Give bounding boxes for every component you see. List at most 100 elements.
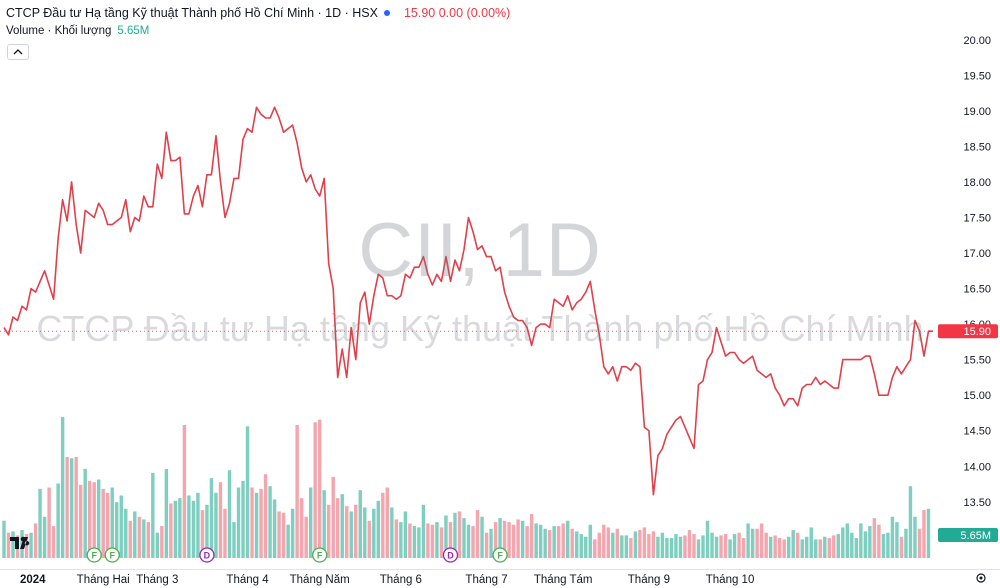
volume-bar bbox=[340, 494, 344, 558]
volume-bar bbox=[223, 508, 227, 558]
symbol-title[interactable]: CTCP Đầu tư Hạ tầng Kỹ thuật Thành phố H… bbox=[6, 6, 378, 20]
volume-bar bbox=[74, 456, 78, 558]
volume-bar bbox=[286, 524, 290, 558]
volume-bar bbox=[615, 528, 620, 558]
price-line[interactable] bbox=[3, 106, 933, 496]
settings-gear-icon[interactable] bbox=[976, 573, 986, 583]
price-change-readout: 0.00 (0.00%) bbox=[438, 6, 511, 20]
tradingview-logo-icon[interactable] bbox=[10, 534, 36, 552]
volume-bar bbox=[484, 532, 489, 558]
x-tick-label: Tháng 7 bbox=[465, 574, 507, 586]
volume-bar bbox=[714, 536, 719, 558]
volume-bar bbox=[169, 503, 173, 558]
price-axis[interactable] bbox=[936, 0, 1000, 570]
volume-bar bbox=[83, 468, 87, 558]
volume-bar bbox=[322, 490, 326, 558]
volume-bar bbox=[926, 508, 931, 558]
y-tick-label: 13.50 bbox=[963, 497, 991, 509]
volume-bar bbox=[570, 528, 574, 558]
volume-value-badge bbox=[938, 528, 998, 542]
volume-bar bbox=[886, 532, 890, 558]
volume-bar bbox=[741, 538, 746, 558]
volume-bar bbox=[146, 522, 151, 558]
volume-bar bbox=[529, 514, 534, 558]
volume-bar bbox=[575, 531, 579, 558]
volume-bar bbox=[336, 498, 340, 558]
volume-bar bbox=[417, 527, 421, 558]
x-tick-label: Tháng 6 bbox=[380, 574, 422, 586]
volume-bar bbox=[498, 518, 502, 558]
volume-bar bbox=[471, 526, 475, 558]
volume-bar bbox=[160, 526, 164, 558]
volume-bar bbox=[836, 534, 841, 558]
volume-bar bbox=[814, 539, 818, 558]
volume-bar bbox=[750, 528, 755, 558]
volume-bar bbox=[38, 488, 42, 558]
volume-bar bbox=[304, 516, 308, 558]
volume-bar bbox=[543, 528, 547, 558]
volume-legend[interactable]: Volume · Khối lượng 5.65M bbox=[6, 25, 149, 37]
volume-bar bbox=[33, 523, 38, 558]
volume-bar bbox=[850, 532, 854, 558]
volume-bar bbox=[606, 527, 611, 558]
volume-bar bbox=[556, 526, 561, 558]
legend-header[interactable]: CTCP Đầu tư Hạ tầng Kỹ thuật Thành phố H… bbox=[6, 6, 510, 20]
volume-bar bbox=[809, 527, 813, 558]
volume-bar bbox=[746, 523, 750, 558]
volume-bar bbox=[620, 535, 624, 558]
volume-bar bbox=[11, 531, 15, 558]
volume-bar bbox=[588, 524, 592, 558]
y-tick-label: 19.50 bbox=[963, 70, 991, 82]
volume-bar bbox=[800, 539, 804, 558]
volume-bar bbox=[805, 536, 809, 558]
volume-bar bbox=[218, 482, 223, 558]
volume-bar bbox=[863, 531, 868, 558]
volume-bar bbox=[791, 530, 795, 558]
volume-bar bbox=[629, 538, 633, 558]
volume-bar bbox=[268, 486, 272, 558]
volume-bar bbox=[200, 510, 205, 558]
earnings-event-marker[interactable] bbox=[86, 547, 102, 563]
earnings-event-marker[interactable] bbox=[492, 547, 508, 563]
volume-bar bbox=[367, 520, 372, 558]
volume-bar bbox=[678, 536, 683, 558]
volume-bar bbox=[737, 532, 741, 558]
volume-bar bbox=[421, 504, 426, 558]
x-tick-label: 2024 bbox=[20, 574, 46, 586]
volume-bar bbox=[908, 486, 913, 558]
volume-bar bbox=[480, 516, 484, 558]
volume-bar bbox=[773, 535, 777, 558]
volume-bar bbox=[182, 425, 187, 558]
volume-value-badge-text: 5.65M bbox=[960, 530, 991, 542]
watermark-company-name: CTCP Đầu tư Hạ tầng Kỹ thuật Thành phố H… bbox=[36, 308, 924, 349]
volume-bar bbox=[259, 488, 263, 558]
volume-bar bbox=[115, 502, 119, 558]
earnings-event-marker[interactable] bbox=[312, 547, 328, 563]
volume-bar bbox=[317, 419, 322, 558]
earnings-event-label: F bbox=[109, 551, 115, 561]
volume-bar bbox=[917, 528, 922, 558]
volume-bar bbox=[133, 511, 137, 558]
volume-bar bbox=[466, 524, 471, 558]
collapse-legend-button[interactable] bbox=[7, 44, 29, 60]
volume-bar bbox=[110, 487, 114, 558]
volume-bar bbox=[579, 534, 583, 558]
volume-bar bbox=[399, 522, 403, 558]
volume-bar bbox=[448, 522, 453, 558]
volume-bar bbox=[313, 422, 317, 558]
volume-bar bbox=[403, 511, 408, 558]
dividend-event-marker[interactable] bbox=[442, 547, 459, 563]
volume-bar bbox=[502, 520, 507, 558]
dividend-event-marker[interactable] bbox=[199, 547, 215, 563]
volume-bar bbox=[795, 532, 800, 558]
volume-bar bbox=[759, 523, 764, 558]
volume-bar bbox=[660, 532, 665, 558]
volume-bar bbox=[142, 519, 146, 558]
volume-bar bbox=[178, 498, 182, 558]
volume-bar bbox=[768, 536, 773, 558]
volume-bar bbox=[922, 510, 926, 558]
earnings-event-marker[interactable] bbox=[104, 547, 120, 563]
volume-bar bbox=[42, 516, 47, 558]
